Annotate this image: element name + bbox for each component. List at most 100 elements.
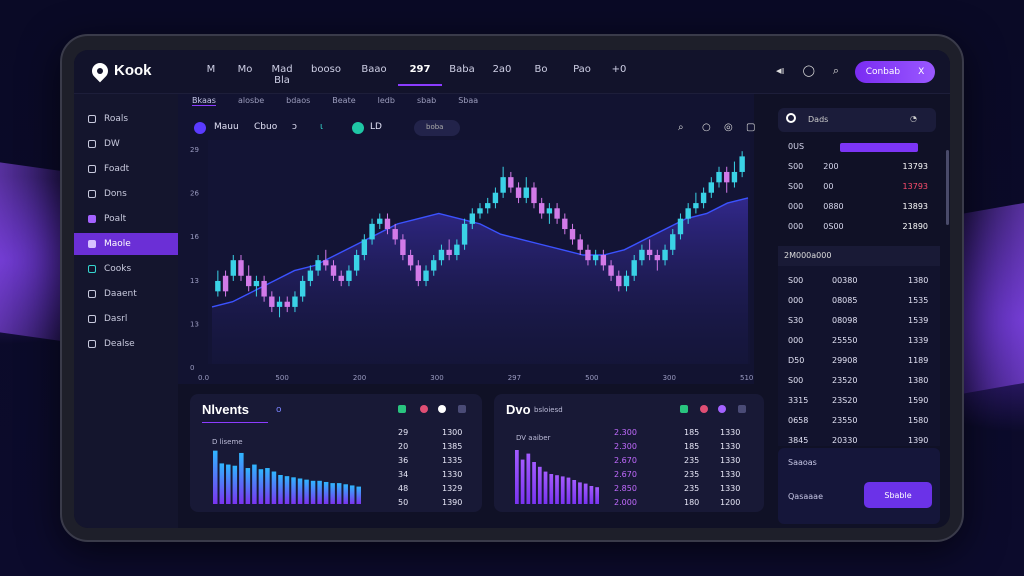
symbol-label[interactable]: Mauu: [214, 122, 239, 132]
subtab-6[interactable]: Sbaa: [458, 96, 479, 105]
subtab-4[interactable]: ledb: [377, 96, 395, 105]
movements-row[interactable]: 48 1329: [398, 484, 476, 498]
candle-body: [477, 208, 483, 214]
bell-icon[interactable]: ◂ı: [776, 64, 785, 77]
candle-body: [284, 301, 290, 307]
subtab-2[interactable]: bdaos: [286, 96, 311, 105]
candle-body: [546, 208, 553, 214]
cta-button[interactable]: Conbab X: [855, 61, 935, 83]
nav-item-6[interactable]: Baba: [449, 64, 475, 75]
candle-body: [700, 192, 707, 204]
divs-row[interactable]: 2.300 185 1330: [614, 428, 754, 442]
trade-row[interactable]: S30 08098 1539: [788, 316, 930, 328]
candle-body: [577, 239, 583, 250]
sidebar-item-4[interactable]: Poalt: [74, 208, 178, 230]
quantity-field[interactable]: Qasaaae: [788, 492, 823, 501]
divs-row[interactable]: 2.300 185 1330: [614, 442, 754, 456]
green-icon[interactable]: [398, 405, 406, 413]
nav-item-2[interactable]: Mad Bla: [271, 64, 293, 86]
sidebar-item-label: Maole: [104, 239, 131, 249]
order-book-row[interactable]: S00 200 13793: [788, 162, 928, 171]
submit-order-button[interactable]: Sbable: [864, 482, 932, 508]
divs-row[interactable]: 2.850 235 1330: [614, 484, 754, 498]
app-logo[interactable]: Kook: [88, 59, 152, 82]
movements-row[interactable]: 29 1300: [398, 428, 476, 442]
divs-cell: 2.300: [614, 442, 637, 451]
subtab-0[interactable]: Bkaas: [192, 96, 216, 106]
bar: [219, 463, 225, 504]
red-icon[interactable]: [700, 405, 708, 413]
expand-icon[interactable]: [458, 405, 466, 413]
candlestick-chart[interactable]: 29 26 16 13 13 0 0.0 500 200 300 297 500 300 510: [178, 134, 754, 384]
book-size: 00: [823, 182, 834, 191]
nav-item-10[interactable]: +0: [611, 64, 627, 75]
candle-body: [361, 239, 368, 255]
search-icon[interactable]: ⌕: [832, 64, 840, 77]
divs-row[interactable]: 2.670 235 1330: [614, 456, 754, 470]
nav-item-8[interactable]: Bo: [534, 64, 548, 75]
sidebar-item-0[interactable]: Roals: [74, 108, 178, 130]
zoom-icon[interactable]: ⌕: [678, 122, 684, 133]
green-icon[interactable]: [680, 405, 688, 413]
trade-row[interactable]: 000 25550 1339: [788, 336, 930, 348]
trade-cell: S30: [788, 316, 804, 325]
search-icon[interactable]: ○: [702, 122, 711, 133]
sidebar-item-9[interactable]: Dealse: [74, 333, 178, 355]
trade-row[interactable]: 3315 23S20 1590: [788, 396, 930, 408]
sidebar-item-7[interactable]: Daaent: [74, 283, 178, 305]
close-icon[interactable]: X: [918, 67, 925, 77]
trade-row[interactable]: D50 29908 1189: [788, 356, 930, 368]
purple-icon[interactable]: [718, 405, 726, 413]
divs-row[interactable]: 2.000 180 1200: [614, 498, 754, 512]
trade-row[interactable]: 0658 23550 1580: [788, 416, 930, 428]
trade-row[interactable]: S00 23520 1380: [788, 376, 930, 388]
order-book-row[interactable]: 000 0880 13893: [788, 202, 928, 211]
settings-icon[interactable]: ◔: [910, 114, 917, 123]
order-book-row[interactable]: 000 0S00 21890: [788, 222, 928, 231]
nav-item-1[interactable]: Mo: [237, 64, 253, 75]
trade-row[interactable]: 000 08085 1535: [788, 296, 930, 308]
subtab-5[interactable]: sbab: [416, 96, 437, 105]
sidebar-item-1[interactable]: DW: [74, 133, 178, 155]
nav-item-0[interactable]: M: [206, 64, 216, 75]
sidebar-item-5[interactable]: Maole: [74, 233, 178, 255]
nav-item-4[interactable]: Baao: [361, 64, 387, 75]
sidebar-item-8[interactable]: Dasrl: [74, 308, 178, 330]
scrollbar[interactable]: [946, 150, 949, 225]
order-book-row[interactable]: 0US: [788, 142, 928, 152]
sidebar-item-2[interactable]: Foadt: [74, 158, 178, 180]
sidebar-item-6[interactable]: Cooks: [74, 258, 178, 280]
y-tick-label: 29: [190, 146, 199, 154]
more-icon[interactable]: ▢: [746, 122, 756, 133]
red-icon[interactable]: [420, 405, 428, 413]
interval-pill[interactable]: boba: [414, 120, 460, 136]
bar: [271, 471, 277, 504]
circle-icon[interactable]: ◯: [802, 64, 815, 77]
movements-row[interactable]: 20 1385: [398, 442, 476, 456]
divs-cell: 2.000: [614, 498, 637, 507]
order-book-row[interactable]: S00 00 13793: [788, 182, 928, 191]
nav-item-5[interactable]: 297: [398, 64, 442, 86]
nav-item-7[interactable]: 2a0: [492, 64, 512, 75]
movements-row[interactable]: 36 1335: [398, 456, 476, 470]
circle-icon: [88, 290, 96, 298]
sidebar-item-3[interactable]: Dons: [74, 183, 178, 205]
movements-row[interactable]: 34 1330: [398, 470, 476, 484]
subtab-1[interactable]: alosbe: [237, 96, 265, 105]
book-size: 200: [823, 162, 839, 171]
bar: [232, 465, 238, 504]
divs-row[interactable]: 2.670 235 1330: [614, 470, 754, 484]
y-tick-label: 0: [190, 364, 194, 372]
trade-row[interactable]: 3845 20330 1390: [788, 436, 930, 448]
app-screen: Kook M Mo Mad Bla booso Baao 297 Baba 2a0 Bo Pao +…: [74, 50, 950, 528]
nav-item-3[interactable]: booso: [311, 64, 341, 75]
trade-row[interactable]: S00 00380 1380: [788, 276, 930, 288]
eye-icon[interactable]: [438, 405, 446, 413]
x-tick-label: 500: [585, 374, 598, 382]
nav-item-9[interactable]: Pao: [573, 64, 591, 75]
movements-row[interactable]: 50 1390: [398, 498, 476, 512]
expand-icon[interactable]: [738, 405, 746, 413]
subtab-3[interactable]: Beate: [332, 96, 356, 105]
settings-icon[interactable]: ◎: [724, 122, 733, 133]
sidebar-item-label: Dasrl: [104, 314, 128, 324]
